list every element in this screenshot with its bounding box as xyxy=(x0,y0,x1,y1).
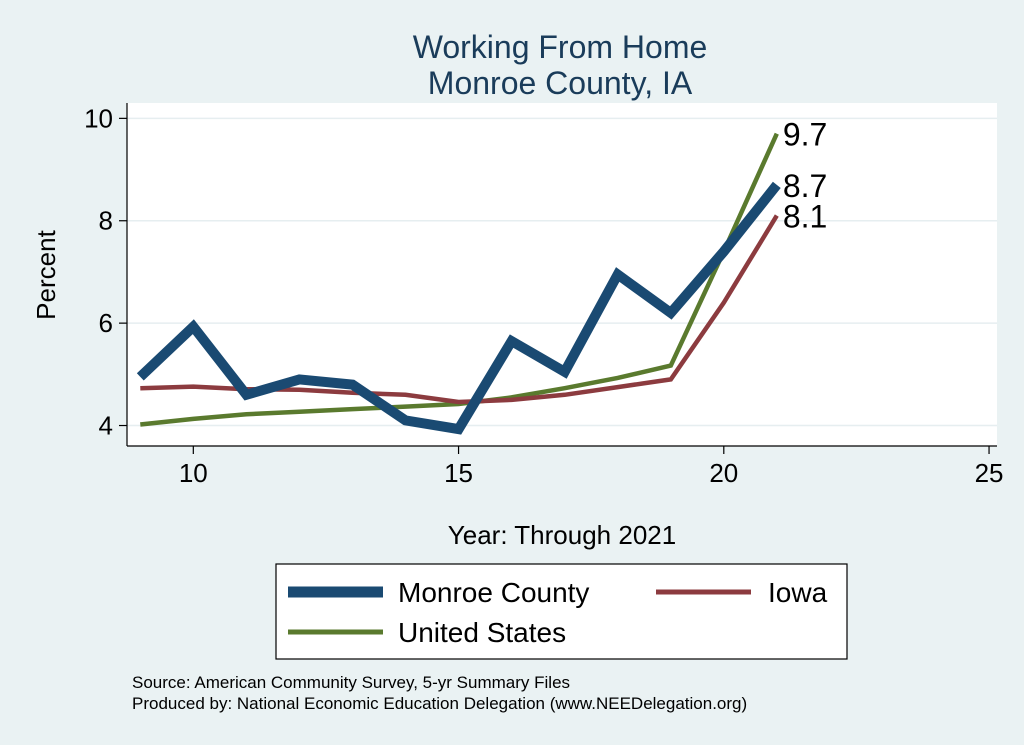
end-label-united-states: 9.7 xyxy=(783,117,827,153)
x-tick-label: 10 xyxy=(179,458,208,488)
grid-layer xyxy=(127,117,997,427)
series-line-monroe-county xyxy=(136,181,781,435)
end-label-layer: 8.78.1 9.7 xyxy=(783,117,827,235)
chart-title-line-1: Working From Home xyxy=(413,29,708,65)
x-tick-label: 25 xyxy=(975,458,1004,488)
legend-label-monroe-county: Monroe County xyxy=(398,577,589,608)
y-axis-title: Percent xyxy=(31,229,61,319)
axis-layer: 4 6 8 10 10 15 20 25 xyxy=(84,103,1004,488)
end-label-iowa: 8.1 xyxy=(783,199,827,235)
y-tick-label: 4 xyxy=(99,411,113,441)
x-tick-label: 20 xyxy=(709,458,738,488)
legend: Monroe County Iowa United States xyxy=(275,563,848,660)
source-note: Source: American Community Survey, 5-yr … xyxy=(132,673,570,692)
end-label-monroe-county: 8.7 xyxy=(783,168,827,204)
y-tick-label: 10 xyxy=(84,103,113,133)
y-tick-label: 8 xyxy=(99,206,113,236)
chart-title-line-2: Monroe County, IA xyxy=(428,65,693,101)
legend-label-united-states: United States xyxy=(398,617,566,648)
legend-label-iowa: Iowa xyxy=(768,577,828,608)
producer-note: Produced by: National Economic Education… xyxy=(132,694,747,713)
x-axis-title: Year: Through 2021 xyxy=(448,520,676,550)
legend-box xyxy=(275,563,848,660)
series-layer xyxy=(136,132,781,435)
x-tick-label: 15 xyxy=(444,458,473,488)
y-tick-label: 6 xyxy=(99,308,113,338)
